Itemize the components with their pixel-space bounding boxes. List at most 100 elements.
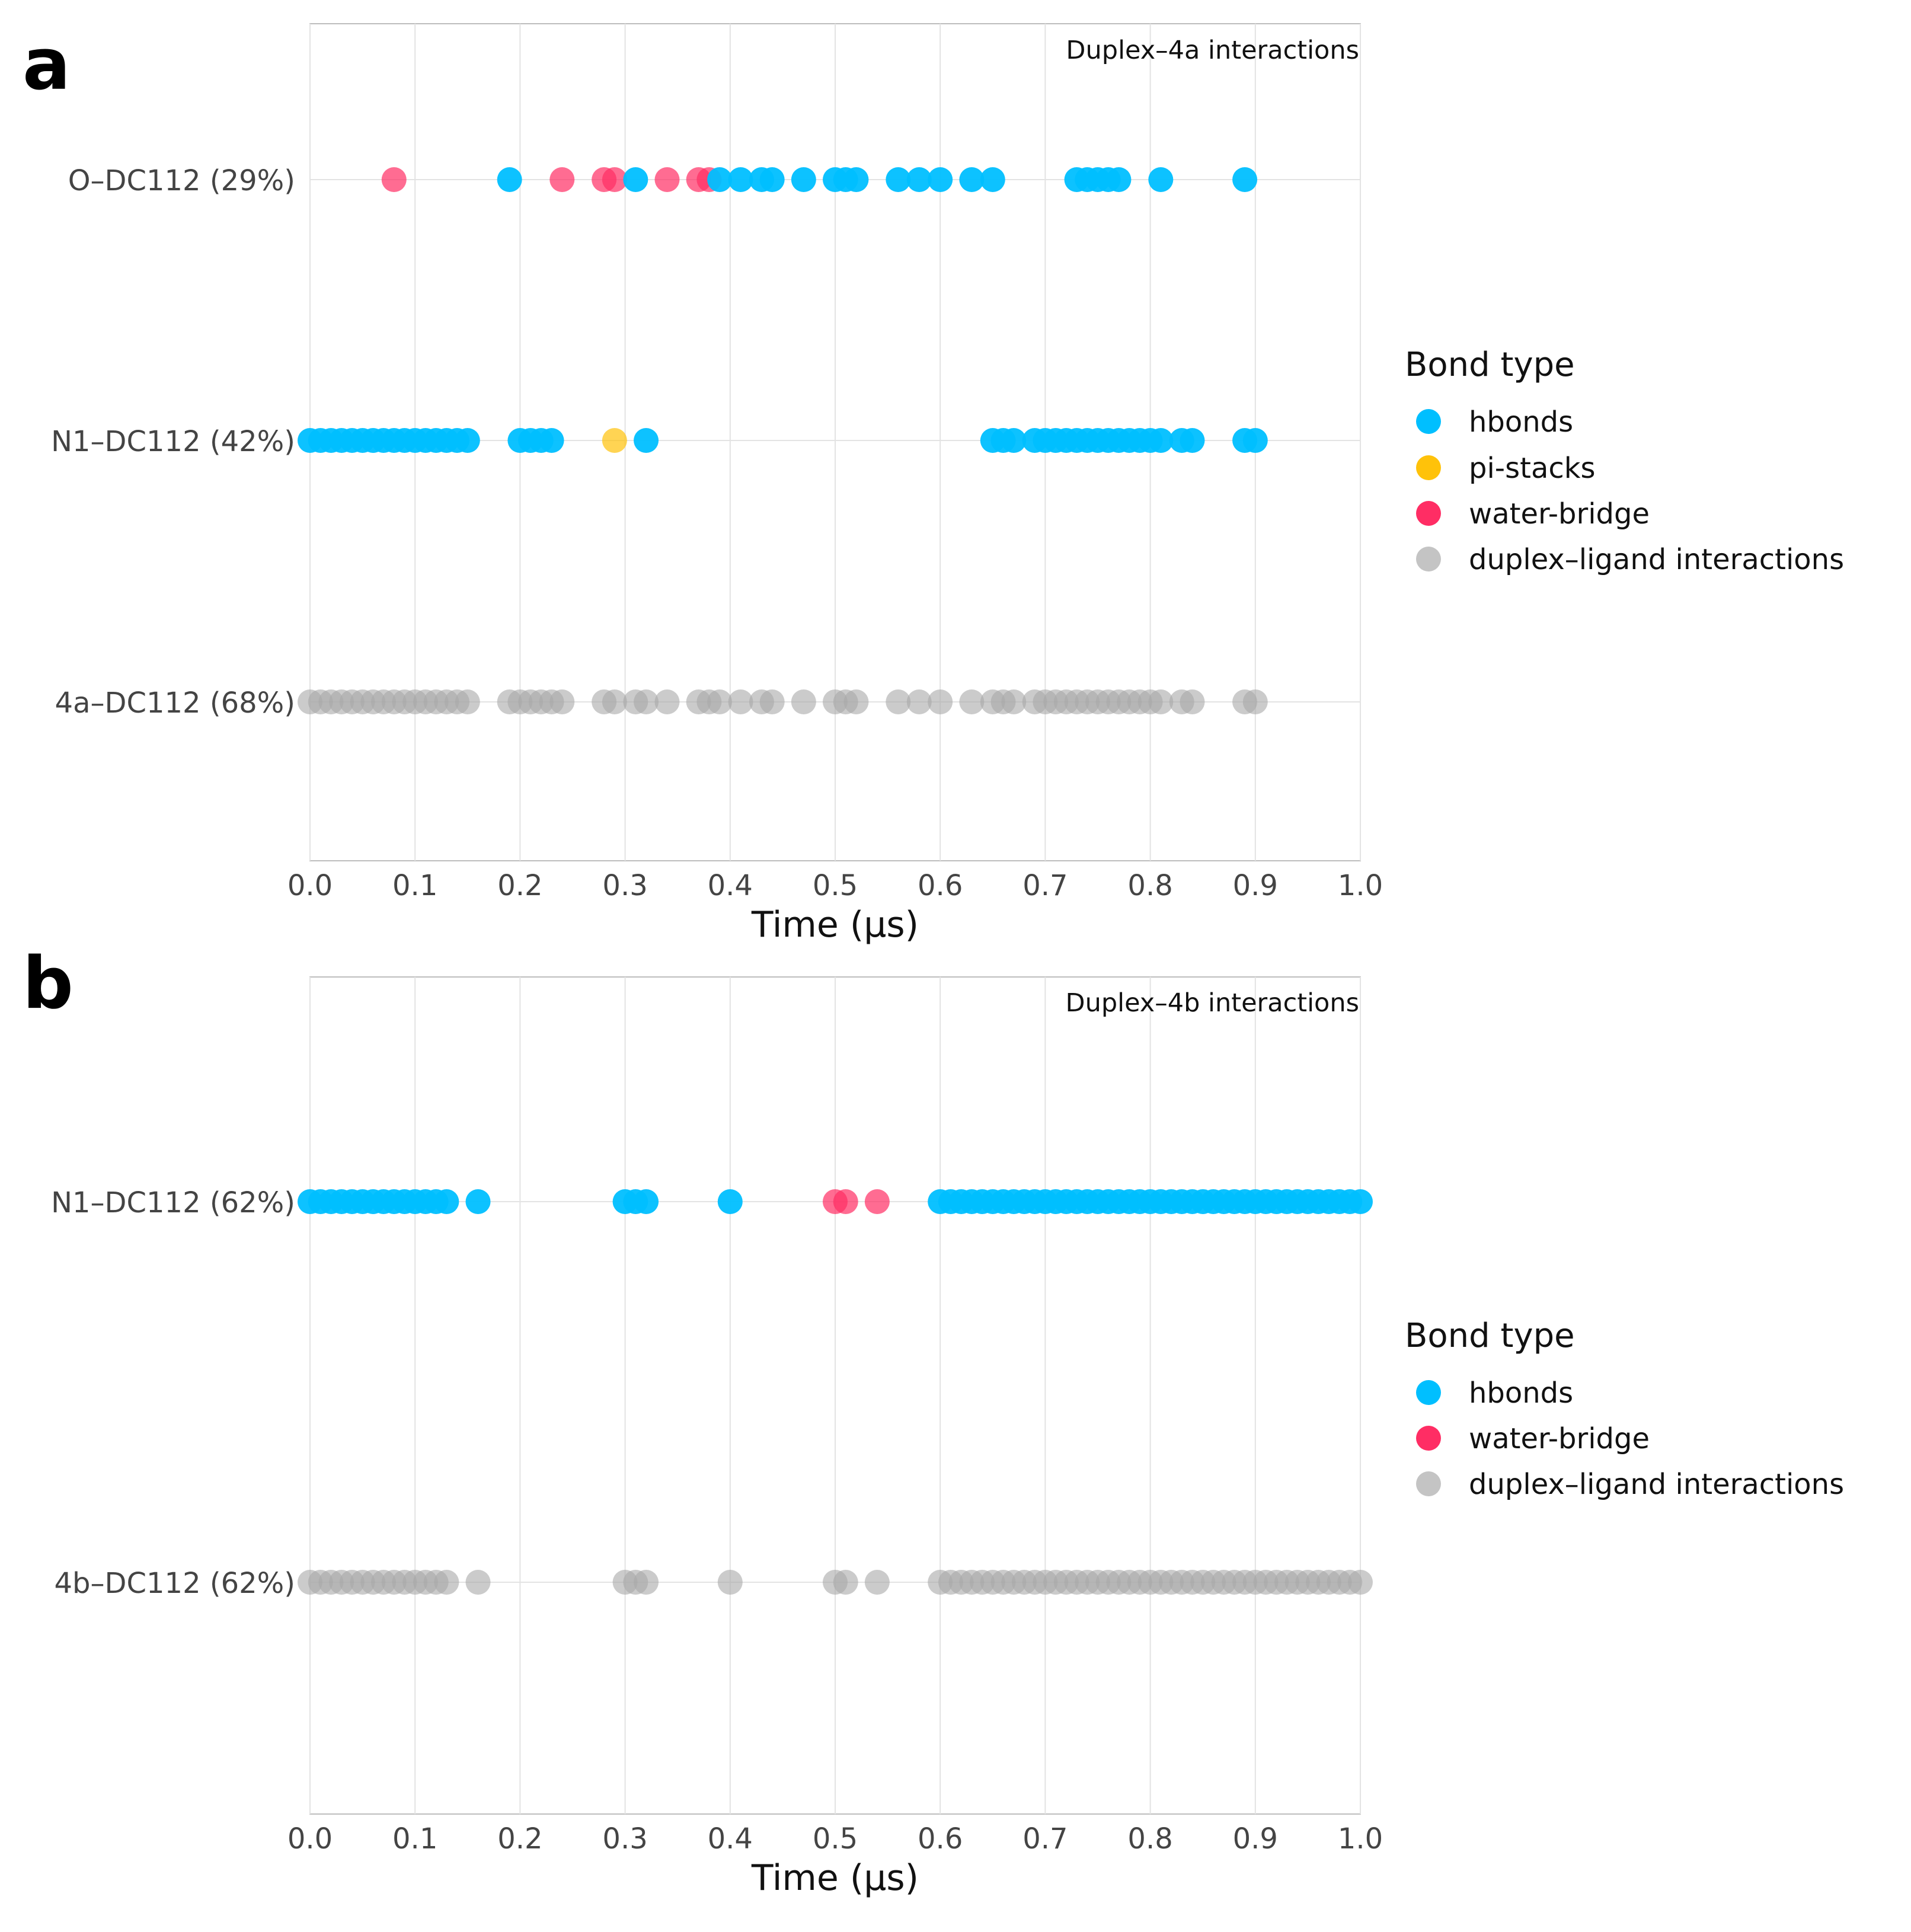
point-hbonds [455, 428, 480, 453]
point-hbonds [728, 167, 753, 192]
x-tick-label: 1.0 [1338, 1822, 1383, 1856]
x-tick-label: 0.2 [497, 869, 542, 902]
x-tick-label: 0.1 [392, 1822, 437, 1856]
panel-a-legend: Bond type hbonds pi-stacks water-bridge … [1405, 346, 1844, 576]
point-water-bridge [381, 167, 407, 192]
y-tick-label: N1–DC112 (62%) [51, 1186, 295, 1219]
point-hbonds [886, 167, 911, 192]
panel-a: a Duplex–4a interactions O–DC112 (29%) N… [23, 23, 1844, 946]
point-duplex-ligand-interactions [707, 689, 733, 714]
point-hbonds [1001, 428, 1027, 453]
point-hbonds [707, 167, 733, 192]
panel-b-x-axis-label: Time (μs) [751, 1857, 919, 1899]
point-water-bridge [654, 167, 680, 192]
x-tick-label: 0.5 [813, 869, 858, 902]
legend-marker-duplex-ligand [1416, 1471, 1441, 1496]
legend-marker-pi-stacks [1416, 455, 1441, 480]
point-duplex-ligand-interactions [634, 1570, 659, 1595]
x-tick-label: 0.7 [1022, 1822, 1068, 1856]
point-hbonds [717, 1189, 743, 1214]
legend-marker-water-bridge [1416, 501, 1441, 526]
panel-b-title: Duplex–4b interactions [1065, 988, 1359, 1018]
point-duplex-ligand-interactions [654, 689, 680, 714]
point-duplex-ligand-interactions [455, 689, 480, 714]
legend-marker-hbonds [1416, 1380, 1441, 1405]
x-tick-label: 0.6 [918, 869, 963, 902]
point-duplex-ligand-interactions [959, 689, 985, 714]
point-duplex-ligand-interactions [549, 689, 575, 714]
point-duplex-ligand-interactions [1148, 689, 1174, 714]
point-hbonds [539, 428, 564, 453]
x-tick-label: 0.8 [1127, 869, 1172, 902]
point-duplex-ligand-interactions [717, 1570, 743, 1595]
point-hbonds [928, 167, 953, 192]
point-hbonds [791, 167, 816, 192]
x-tick-label: 0.4 [708, 1822, 753, 1856]
panel-a-letter: a [23, 24, 71, 106]
point-duplex-ligand-interactions [759, 689, 785, 714]
legend-marker-water-bridge [1416, 1426, 1441, 1451]
legend-label-water-bridge: water-bridge [1469, 1422, 1650, 1455]
point-hbonds [465, 1189, 491, 1214]
x-tick-label: 0.2 [497, 1822, 542, 1856]
point-hbonds [1106, 167, 1132, 192]
legend-label-water-bridge: water-bridge [1469, 497, 1650, 531]
legend-marker-hbonds [1416, 409, 1441, 434]
point-duplex-ligand-interactions [1348, 1570, 1373, 1595]
x-tick-label: 0.9 [1233, 1822, 1278, 1856]
y-tick-label: 4b–DC112 (62%) [55, 1567, 296, 1600]
x-tick-label: 0.0 [287, 1822, 333, 1856]
point-hbonds [1148, 167, 1174, 192]
x-tick-label: 0.8 [1127, 1822, 1172, 1856]
panel-b-y-tick-labels: N1–DC112 (62%) 4b–DC112 (62%) [51, 1186, 295, 1600]
legend-marker-duplex-ligand [1416, 547, 1441, 571]
panel-b-legend: Bond type hbonds water-bridge duplex–lig… [1405, 1317, 1844, 1501]
legend-label-duplex-ligand: duplex–ligand interactions [1469, 1468, 1844, 1501]
point-hbonds [1180, 428, 1205, 453]
point-hbonds [959, 167, 985, 192]
point-pi-stacks [602, 428, 627, 453]
point-duplex-ligand-interactions [833, 1570, 858, 1595]
legend-label-pi-stacks: pi-stacks [1469, 452, 1596, 485]
x-tick-label: 0.9 [1233, 869, 1278, 902]
point-duplex-ligand-interactions [906, 689, 932, 714]
point-water-bridge [602, 167, 627, 192]
x-tick-label: 0.7 [1022, 869, 1068, 902]
point-hbonds [1242, 428, 1268, 453]
point-duplex-ligand-interactions [843, 689, 869, 714]
point-duplex-ligand-interactions [1180, 689, 1205, 714]
y-tick-label: 4a–DC112 (68%) [55, 686, 295, 720]
legend-title: Bond type [1405, 1317, 1575, 1355]
point-duplex-ligand-interactions [864, 1570, 890, 1595]
x-tick-label: 0.1 [392, 869, 437, 902]
panel-b-points [298, 1189, 1373, 1595]
point-hbonds [843, 167, 869, 192]
point-hbonds [980, 167, 1005, 192]
x-tick-label: 0.0 [287, 869, 333, 902]
x-tick-label: 0.4 [708, 869, 753, 902]
panel-a-x-tick-labels: 0.0 0.1 0.2 0.3 0.4 0.5 0.6 0.7 0.8 0.9 1.0 [287, 869, 1383, 902]
point-water-bridge [864, 1189, 890, 1214]
point-duplex-ligand-interactions [465, 1570, 491, 1595]
point-hbonds [623, 167, 648, 192]
panel-b-letter: b [23, 943, 74, 1025]
point-hbonds [1148, 428, 1174, 453]
point-duplex-ligand-interactions [886, 689, 911, 714]
x-tick-label: 0.5 [813, 1822, 858, 1856]
point-hbonds [1232, 167, 1258, 192]
point-hbonds [906, 167, 932, 192]
point-duplex-ligand-interactions [791, 689, 816, 714]
x-tick-label: 0.3 [602, 869, 647, 902]
legend-label-hbonds: hbonds [1469, 1377, 1573, 1410]
panel-b-grid [309, 977, 1361, 1814]
panel-b-x-tick-labels: 0.0 0.1 0.2 0.3 0.4 0.5 0.6 0.7 0.8 0.9 1.0 [287, 1822, 1383, 1856]
point-hbonds [634, 1189, 659, 1214]
point-duplex-ligand-interactions [1001, 689, 1027, 714]
panel-a-x-axis-label: Time (μs) [751, 904, 919, 946]
point-hbonds [434, 1189, 459, 1214]
x-tick-label: 0.6 [918, 1822, 963, 1856]
panel-a-points [298, 167, 1268, 714]
point-duplex-ligand-interactions [602, 689, 627, 714]
point-hbonds [759, 167, 785, 192]
